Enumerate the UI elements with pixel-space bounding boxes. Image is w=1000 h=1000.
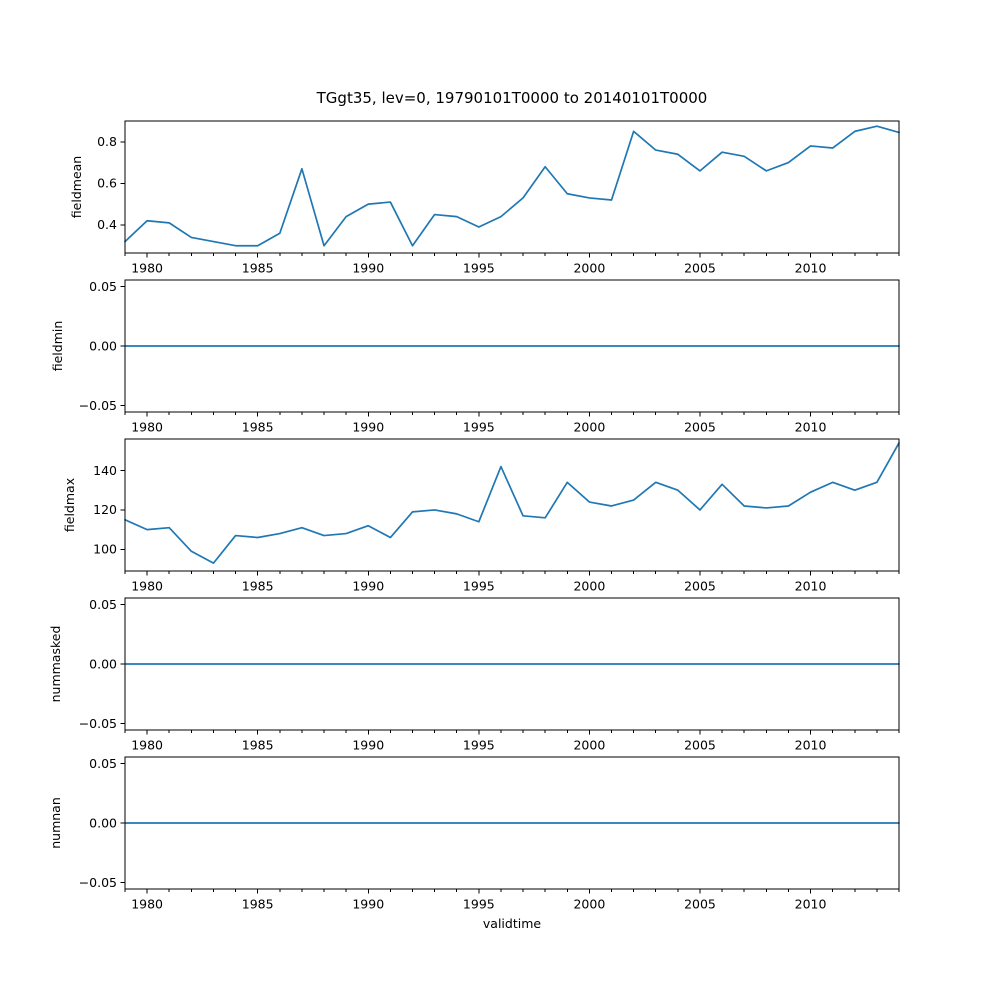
- y-axis-label: nummasked: [48, 626, 63, 703]
- x-tick-label: 1980: [131, 420, 163, 435]
- x-tick-label: 2005: [684, 738, 716, 753]
- y-tick-label: 0.8: [97, 134, 117, 149]
- x-tick-label: 2010: [795, 738, 827, 753]
- y-tick-label: 0.00: [89, 656, 117, 671]
- x-tick-label: 1990: [352, 579, 384, 594]
- y-tick-label: 0.4: [97, 217, 117, 232]
- plot-frame: [124, 597, 900, 731]
- x-tick-label: 1980: [131, 738, 163, 753]
- x-tick-label: 2000: [573, 420, 605, 435]
- data-line-fieldmax: [124, 442, 900, 564]
- y-tick-label: 0.00: [89, 815, 117, 830]
- x-tick-label: 1990: [352, 261, 384, 276]
- x-tick-label: 1980: [131, 897, 163, 912]
- plot-frame: [124, 438, 900, 572]
- x-tick-label: 2005: [684, 261, 716, 276]
- y-tick-label: 120: [93, 502, 117, 517]
- x-tick-label: 1990: [352, 897, 384, 912]
- y-tick-label: −0.05: [79, 875, 117, 890]
- data-line-fieldmean: [124, 125, 900, 247]
- x-tick-label: 2000: [573, 738, 605, 753]
- subplot-numnan: 1980 1985 1990 1995 2000 2005 2010 −0.05 0.00 0.0…: [48, 756, 900, 912]
- x-tick-label: 1995: [463, 420, 495, 435]
- y-axis-label: fieldmean: [69, 156, 84, 218]
- x-tick-label: 2000: [573, 579, 605, 594]
- x-tick-label: 1985: [242, 420, 274, 435]
- x-tick-label: 1980: [131, 579, 163, 594]
- x-tick-label: 1995: [463, 261, 495, 276]
- y-axis-label: fieldmin: [50, 321, 65, 372]
- x-tick-label: 2000: [573, 897, 605, 912]
- x-tick-label: 2005: [684, 579, 716, 594]
- x-tick-label: 1990: [352, 738, 384, 753]
- y-tick-label: 0.05: [89, 279, 117, 294]
- x-tick-label: 2010: [795, 579, 827, 594]
- x-axis-label: validtime: [482, 916, 542, 931]
- y-axis-label: numnan: [48, 797, 63, 849]
- y-tick-label: −0.05: [79, 716, 117, 731]
- x-tick-label: 1995: [463, 579, 495, 594]
- y-tick-label: 0.05: [89, 597, 117, 612]
- x-tick-label: 1995: [463, 897, 495, 912]
- y-tick-label: 0.00: [89, 338, 117, 353]
- x-tick-label: 1990: [352, 420, 384, 435]
- y-tick-label: −0.05: [79, 398, 117, 413]
- y-axis-label: fieldmax: [62, 478, 77, 532]
- subplot-nummasked: 1980 1985 1990 1995 2000 2005 2010 −0.05 0.00 0.0…: [48, 597, 900, 753]
- subplot-fieldmean: 1980 1985 1990 1995 2000 2005 2010 0.4 0.6 0.8 fie…: [69, 120, 900, 276]
- y-tick-label: 0.6: [97, 176, 117, 191]
- y-tick-label: 140: [93, 463, 117, 478]
- x-tick-label: 2010: [795, 420, 827, 435]
- x-tick-label: 1985: [242, 738, 274, 753]
- x-tick-label: 1985: [242, 261, 274, 276]
- x-tick-label: 2010: [795, 261, 827, 276]
- plot-frame: [124, 279, 900, 413]
- x-tick-label: 1995: [463, 738, 495, 753]
- x-tick-label: 2010: [795, 897, 827, 912]
- plot-frame: [124, 756, 900, 890]
- y-tick-label: 100: [93, 542, 117, 557]
- subplot-fieldmin: 1980 1985 1990 1995 2000 2005 2010 −0.05 0.00 0.0…: [50, 279, 900, 435]
- y-tick-label: 0.05: [89, 756, 117, 771]
- x-tick-label: 1985: [242, 579, 274, 594]
- x-tick-label: 2005: [684, 420, 716, 435]
- subplot-fieldmax: 1980 1985 1990 1995 2000 2005 2010 100 120 140 fie…: [62, 438, 900, 594]
- x-tick-label: 1980: [131, 261, 163, 276]
- figure-title: TGgt35, lev=0, 19790101T0000 to 20140101…: [316, 89, 708, 107]
- x-tick-label: 2005: [684, 897, 716, 912]
- x-tick-label: 2000: [573, 261, 605, 276]
- x-tick-label: 1985: [242, 897, 274, 912]
- plot-frame: [124, 120, 900, 254]
